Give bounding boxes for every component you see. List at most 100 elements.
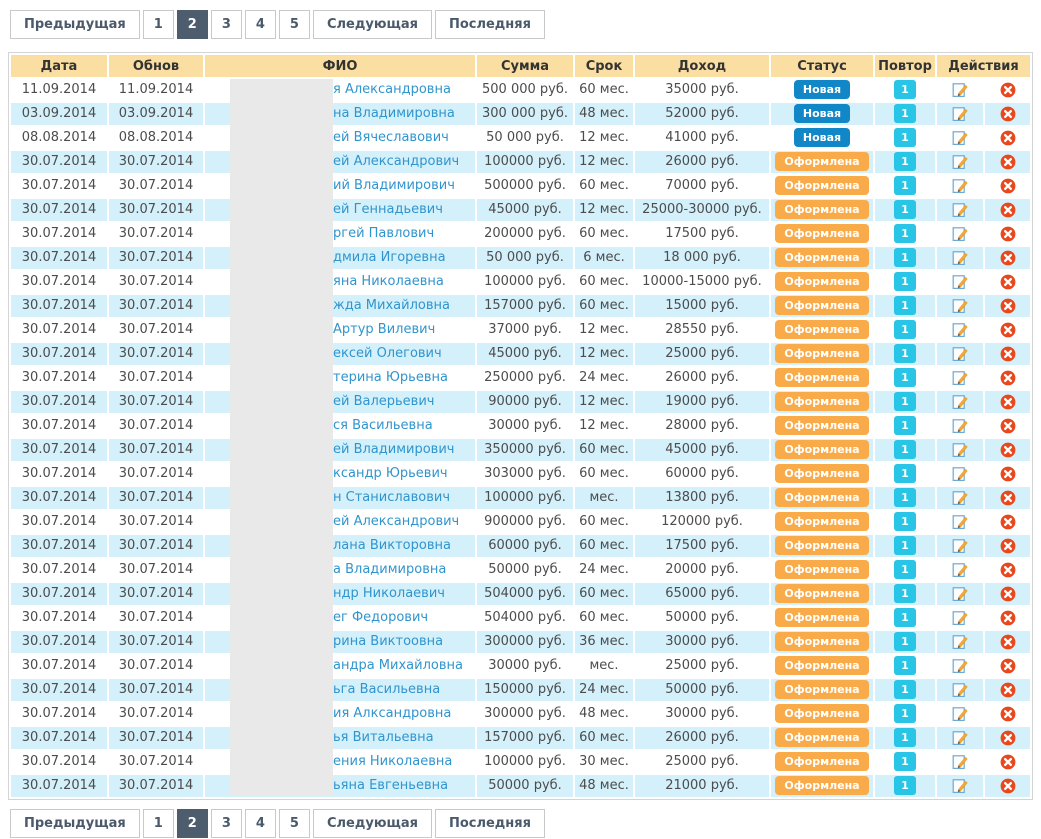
delete-icon[interactable] — [1000, 82, 1016, 98]
page-button-1[interactable]: 1 — [142, 809, 174, 838]
edit-icon[interactable] — [952, 394, 968, 410]
edit-icon[interactable] — [952, 298, 968, 314]
repeat-count-badge[interactable]: 1 — [894, 368, 916, 387]
client-name-link[interactable]: ей Валерьевич — [333, 394, 435, 409]
repeat-count-badge[interactable]: 1 — [894, 272, 916, 291]
client-name-link[interactable]: андра Михайловна — [333, 658, 463, 673]
edit-icon[interactable] — [952, 562, 968, 578]
delete-icon[interactable] — [1000, 754, 1016, 770]
delete-icon[interactable] — [1000, 178, 1016, 194]
edit-icon[interactable] — [952, 154, 968, 170]
edit-icon[interactable] — [952, 706, 968, 722]
client-name-link[interactable]: ег Федорович — [333, 610, 429, 625]
repeat-count-badge[interactable]: 1 — [894, 392, 916, 411]
page-button-5[interactable]: 5 — [278, 809, 310, 838]
delete-icon[interactable] — [1000, 562, 1016, 578]
edit-icon[interactable] — [952, 370, 968, 386]
edit-icon[interactable] — [952, 322, 968, 338]
delete-icon[interactable] — [1000, 778, 1016, 794]
repeat-count-badge[interactable]: 1 — [894, 464, 916, 483]
client-name-link[interactable]: ения Николаевна — [333, 754, 453, 769]
client-name-link[interactable]: я Александровна — [333, 82, 451, 97]
delete-icon[interactable] — [1000, 610, 1016, 626]
repeat-count-badge[interactable]: 1 — [894, 584, 916, 603]
client-name-link[interactable]: яна Николаевна — [333, 274, 444, 289]
delete-icon[interactable] — [1000, 394, 1016, 410]
delete-icon[interactable] — [1000, 730, 1016, 746]
edit-icon[interactable] — [952, 754, 968, 770]
client-name-link[interactable]: ндр Николаевич — [333, 586, 445, 601]
delete-icon[interactable] — [1000, 226, 1016, 242]
client-name-link[interactable]: ьяна Евгеньевна — [333, 778, 449, 793]
edit-icon[interactable] — [952, 538, 968, 554]
prev-page-button[interactable]: Предыдущая — [10, 809, 140, 838]
edit-icon[interactable] — [952, 466, 968, 482]
repeat-count-badge[interactable]: 1 — [894, 680, 916, 699]
repeat-count-badge[interactable]: 1 — [894, 200, 916, 219]
edit-icon[interactable] — [952, 490, 968, 506]
delete-icon[interactable] — [1000, 202, 1016, 218]
delete-icon[interactable] — [1000, 706, 1016, 722]
delete-icon[interactable] — [1000, 442, 1016, 458]
edit-icon[interactable] — [952, 658, 968, 674]
delete-icon[interactable] — [1000, 514, 1016, 530]
client-name-link[interactable]: ргей Павлович — [333, 226, 435, 241]
page-button-5[interactable]: 5 — [278, 10, 310, 39]
client-name-link[interactable]: а Владимировна — [333, 562, 447, 577]
repeat-count-badge[interactable]: 1 — [894, 728, 916, 747]
page-button-3[interactable]: 3 — [210, 10, 242, 39]
repeat-count-badge[interactable]: 1 — [894, 440, 916, 459]
edit-icon[interactable] — [952, 586, 968, 602]
delete-icon[interactable] — [1000, 634, 1016, 650]
repeat-count-badge[interactable]: 1 — [894, 104, 916, 123]
next-page-button[interactable]: Следующая — [312, 10, 432, 39]
edit-icon[interactable] — [952, 610, 968, 626]
edit-icon[interactable] — [952, 226, 968, 242]
repeat-count-badge[interactable]: 1 — [894, 296, 916, 315]
delete-icon[interactable] — [1000, 586, 1016, 602]
client-name-link[interactable]: терина Юрьевна — [333, 370, 448, 385]
edit-icon[interactable] — [952, 274, 968, 290]
client-name-link[interactable]: Артур Вилевич — [333, 322, 436, 337]
client-name-link[interactable]: н Станиславович — [333, 490, 451, 505]
prev-page-button[interactable]: Предыдущая — [10, 10, 140, 39]
delete-icon[interactable] — [1000, 322, 1016, 338]
client-name-link[interactable]: ся Васильевна — [333, 418, 433, 433]
client-name-link[interactable]: ьга Васильевна — [333, 682, 441, 697]
client-name-link[interactable]: лана Викторовна — [333, 538, 451, 553]
client-name-link[interactable]: дмила Игоревна — [333, 250, 446, 265]
client-name-link[interactable]: ей Владимирович — [333, 442, 455, 457]
edit-icon[interactable] — [952, 442, 968, 458]
client-name-link[interactable]: ия Алксандровна — [333, 706, 452, 721]
client-name-link[interactable]: рина Виктоовна — [333, 634, 444, 649]
repeat-count-badge[interactable]: 1 — [894, 224, 916, 243]
client-name-link[interactable]: ий Владимирович — [333, 178, 455, 193]
edit-icon[interactable] — [952, 130, 968, 146]
delete-icon[interactable] — [1000, 298, 1016, 314]
next-page-button[interactable]: Следующая — [312, 809, 432, 838]
repeat-count-badge[interactable]: 1 — [894, 128, 916, 147]
repeat-count-badge[interactable]: 1 — [894, 512, 916, 531]
delete-icon[interactable] — [1000, 346, 1016, 362]
delete-icon[interactable] — [1000, 106, 1016, 122]
repeat-count-badge[interactable]: 1 — [894, 608, 916, 627]
last-page-button[interactable]: Последняя — [434, 809, 545, 838]
edit-icon[interactable] — [952, 202, 968, 218]
page-button-1[interactable]: 1 — [142, 10, 174, 39]
edit-icon[interactable] — [952, 418, 968, 434]
client-name-link[interactable]: ья Витальевна — [333, 730, 434, 745]
edit-icon[interactable] — [952, 178, 968, 194]
edit-icon[interactable] — [952, 730, 968, 746]
repeat-count-badge[interactable]: 1 — [894, 776, 916, 795]
repeat-count-badge[interactable]: 1 — [894, 320, 916, 339]
last-page-button[interactable]: Последняя — [434, 10, 545, 39]
delete-icon[interactable] — [1000, 682, 1016, 698]
client-name-link[interactable]: на Владимировна — [333, 106, 455, 121]
delete-icon[interactable] — [1000, 538, 1016, 554]
repeat-count-badge[interactable]: 1 — [894, 152, 916, 171]
repeat-count-badge[interactable]: 1 — [894, 176, 916, 195]
client-name-link[interactable]: ксандр Юрьевич — [333, 466, 448, 481]
client-name-link[interactable]: жда Михайловна — [333, 298, 450, 313]
client-name-link[interactable]: ей Геннадьевич — [333, 202, 443, 217]
edit-icon[interactable] — [952, 82, 968, 98]
